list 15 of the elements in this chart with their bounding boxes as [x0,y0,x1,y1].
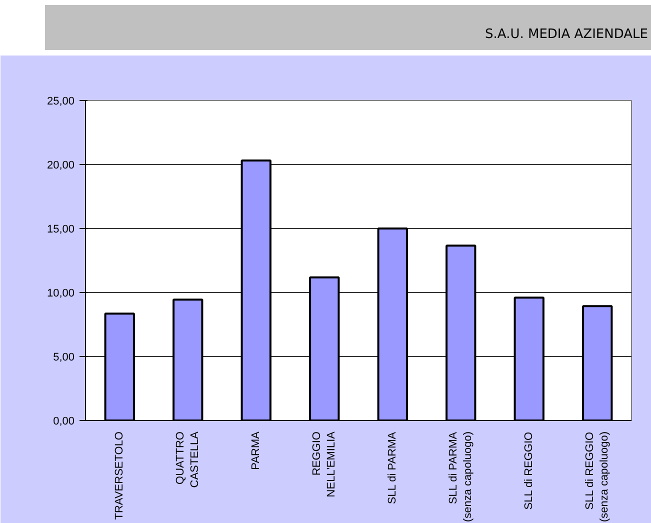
x-tick-label: QUATTRO CASTELLA [174,430,202,488]
x-tick-label: PARMA [250,430,262,470]
x-tick-label: SLL di REGGIO (senza capoluogo) [584,431,611,522]
y-tick-label: 10,00 [46,288,75,300]
chart-title: S.A.U. MEDIA AZIENDALE [45,5,651,50]
x-tick-label: SLL di PARMA (senza capoluogo) [448,431,474,522]
y-tick-label: 15,00 [46,224,75,236]
x-tick-label: TRAVERSETOLO [114,431,126,520]
y-tick-label: 5,00 [53,352,75,364]
x-tick-label: SLL di PARMA [386,431,399,504]
x-tick-label: REGGIO NELL'EMILIA [311,430,338,498]
x-tick-label: SLL di REGGIO [523,431,536,510]
y-tick-label: 20,00 [46,160,75,172]
y-tick-label: 25,00 [46,96,75,108]
y-tick-label: 0,00 [53,416,75,428]
